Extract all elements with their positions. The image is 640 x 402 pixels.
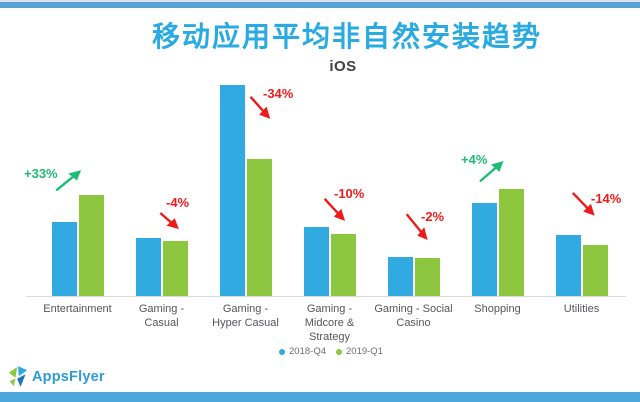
bar-2018-q4-entertainment	[51, 222, 77, 296]
bar-2019-q1-gaming-hyper-casual	[246, 159, 272, 296]
category-label-gaming-social-casino: Gaming - Social Casino	[359, 302, 469, 330]
bar-2019-q1-shopping	[498, 189, 524, 296]
category-label-utilities: Utilities	[527, 302, 637, 316]
category-label-line: Midcore &	[304, 317, 355, 329]
category-label-line: Strategy	[309, 331, 350, 343]
category-label-line: Utilities	[563, 303, 600, 315]
bar-2018-q4-utilities	[555, 235, 581, 296]
annotation-label-gaming-hyper-casual: -34%	[263, 86, 294, 101]
category-label-line: Gaming - Social	[374, 303, 453, 315]
appsflyer-logo: AppsFlyer	[8, 365, 105, 388]
legend-label: 2019-Q1	[346, 346, 383, 357]
category-label-line: Hyper Casual	[212, 317, 279, 329]
annotation-label-gaming-casual: -4%	[166, 195, 190, 210]
x-axis-line	[26, 296, 626, 297]
bar-2019-q1-gaming-social-casino	[414, 258, 440, 296]
category-label-shopping: Shopping	[443, 302, 553, 316]
annotation-label-entertainment: +33%	[24, 166, 58, 181]
annotation-label-gaming-midcore-strategy: -10%	[334, 186, 365, 201]
legend-item-2019-q1: 2019-Q1	[336, 346, 383, 357]
legend-item-2018-q4: 2018-Q4	[279, 346, 326, 357]
bar-2018-q4-gaming-social-casino	[387, 257, 413, 296]
trend-up-arrow-icon	[53, 170, 82, 193]
category-label-gaming-casual: Gaming - Casual	[107, 302, 217, 330]
chart-legend: 2018-Q4 2019-Q1	[22, 346, 640, 357]
top-accent-bar	[0, 2, 640, 8]
top-accent-strip	[0, 0, 640, 2]
bar-2018-q4-gaming-midcore-strategy	[303, 227, 329, 296]
chart-title: 移动应用平均非自然安装趋势	[151, 21, 542, 52]
annotation-label-utilities: -14%	[591, 191, 622, 206]
trend-down-arrow-icon	[158, 211, 179, 229]
category-label-line: Casino	[396, 317, 431, 329]
appsflyer-kite-icon	[8, 366, 28, 387]
bar-2018-q4-shopping	[471, 203, 497, 296]
category-label-line: Entertainment	[43, 303, 112, 315]
category-label-line: Gaming -	[138, 303, 185, 315]
trend-down-arrow-icon	[248, 94, 270, 119]
category-label-gaming-hyper-casual: Gaming - Hyper Casual	[191, 302, 301, 330]
annotation-label-shopping: +4%	[461, 152, 488, 167]
bar-2018-q4-gaming-casual	[135, 238, 161, 296]
trend-up-arrow-icon	[477, 161, 504, 184]
bar-2018-q4-gaming-hyper-casual	[219, 85, 245, 296]
category-label-line: Gaming -	[222, 303, 269, 315]
legend-label: 2018-Q4	[289, 346, 326, 357]
category-label-line: Shopping	[474, 303, 521, 315]
bar-2019-q1-gaming-casual	[162, 241, 188, 296]
category-label-gaming-midcore-strategy: Gaming - Midcore & Strategy	[275, 302, 385, 344]
trend-down-arrow-icon	[322, 196, 345, 221]
chart-subtitle: iOS	[329, 58, 357, 75]
bottom-accent-bar	[0, 392, 640, 402]
legend-dot-icon	[279, 348, 286, 355]
trend-down-arrow-icon	[570, 190, 595, 216]
bar-2019-q1-gaming-midcore-strategy	[330, 234, 356, 296]
category-label-line: Gaming -	[306, 303, 353, 315]
appsflyer-logo-text: AppsFlyer	[32, 368, 105, 385]
legend-dot-icon	[336, 348, 342, 355]
bar-2019-q1-entertainment	[78, 195, 104, 296]
category-label-line: Casual	[144, 317, 179, 329]
bar-2019-q1-utilities	[582, 245, 608, 296]
trend-down-arrow-icon	[404, 211, 428, 240]
annotation-label-gaming-social-casino: -2%	[421, 209, 445, 224]
category-label-entertainment: Entertainment	[23, 302, 133, 316]
